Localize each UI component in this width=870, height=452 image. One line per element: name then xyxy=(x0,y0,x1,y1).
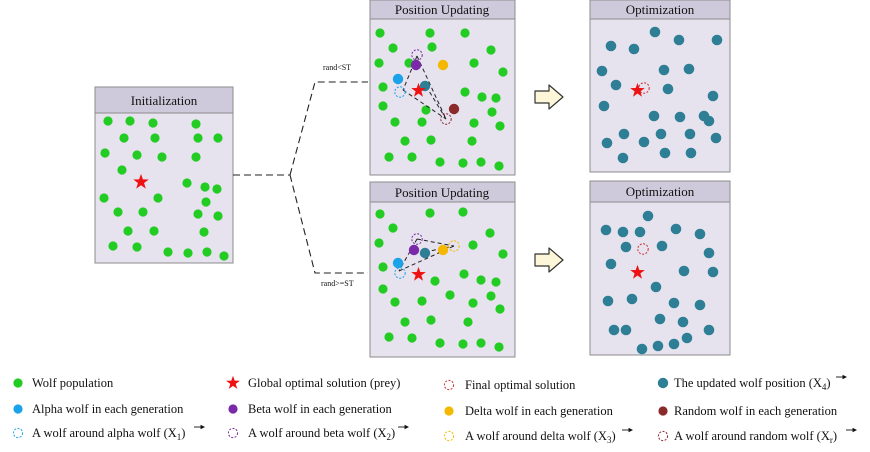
legend-around-random: A wolf around random wolf (Xr) xyxy=(674,429,837,445)
panel-optimization-top: Optimization xyxy=(589,0,731,173)
branch-label-bottom: rand>=ST xyxy=(321,279,354,288)
wolf-population-dots xyxy=(374,28,508,171)
alpha-wolf xyxy=(392,257,404,269)
panel-title: Optimization xyxy=(626,184,695,199)
legend-around-delta-icon xyxy=(443,430,455,442)
legend-final-optimal-icon xyxy=(443,379,455,391)
panel-title: Initialization xyxy=(131,93,198,108)
legend-around-beta: A wolf around beta wolf (X2) xyxy=(248,426,395,442)
legend: Wolf population Global optimal solution … xyxy=(12,374,858,445)
legend-wolf-population: Wolf population xyxy=(32,376,114,390)
legend-alpha-icon xyxy=(13,404,23,414)
around-beta-wolf xyxy=(411,49,423,61)
legend-prey-star-icon xyxy=(226,375,240,389)
random-wolf xyxy=(448,103,460,115)
wolf-population-dots xyxy=(99,116,229,261)
updated-wolf-dots xyxy=(596,26,723,164)
around-alpha-wolf xyxy=(394,267,406,279)
legend-around-alpha: A wolf around alpha wolf (X1) xyxy=(32,426,185,442)
search-lines xyxy=(402,55,447,120)
legend-around-alpha-icon xyxy=(12,427,24,439)
legend-final-optimal: Final optimal solution xyxy=(465,378,576,392)
hollow-right-arrow-icon xyxy=(534,84,564,110)
panel-initialization: Initialization xyxy=(94,86,234,264)
legend-random-wolf: Random wolf in each generation xyxy=(674,404,838,418)
panel-position-updating-bottom: Position Updating xyxy=(369,181,516,358)
delta-wolf xyxy=(437,59,449,71)
around-random-wolf xyxy=(440,113,452,125)
legend-delta-wolf: Delta wolf in each generation xyxy=(465,404,614,418)
legend-random-icon xyxy=(658,406,668,416)
legend-wolf-population-icon xyxy=(13,378,23,388)
legend-global-optimal: Global optimal solution (prey) xyxy=(248,376,400,390)
legend-updated-position-icon xyxy=(657,377,669,389)
updated-wolf-dots xyxy=(600,210,719,355)
panel-title: Position Updating xyxy=(395,2,490,17)
around-delta-wolf xyxy=(448,240,460,252)
legend-beta-wolf: Beta wolf in each generation xyxy=(248,402,392,416)
legend-delta-icon xyxy=(444,406,454,416)
beta-wolf xyxy=(408,244,420,256)
legend-beta-icon xyxy=(228,404,238,414)
wolf-population-dots xyxy=(374,207,508,352)
legend-alpha-wolf: Alpha wolf in each generation xyxy=(32,402,184,416)
around-alpha-wolf xyxy=(394,86,406,98)
legend-updated-position: The updated wolf position (X4) xyxy=(674,376,831,392)
legend-around-random-icon xyxy=(657,430,669,442)
around-beta-wolf xyxy=(411,233,423,245)
legend-around-beta-icon xyxy=(227,427,239,439)
branch-label-top: rand<ST xyxy=(323,63,351,72)
beta-wolf xyxy=(410,59,422,71)
hollow-right-arrow-icon xyxy=(534,247,564,273)
legend-around-delta: A wolf around delta wolf (X3) xyxy=(465,429,616,445)
final-optimal-solution xyxy=(637,243,649,255)
panel-optimization-bottom: Optimization xyxy=(589,180,731,356)
alpha-wolf xyxy=(392,73,404,85)
panel-position-updating-top: Position Updating xyxy=(369,0,516,176)
delta-wolf xyxy=(437,244,449,256)
panel-title: Optimization xyxy=(626,2,695,17)
updated-wolf xyxy=(419,247,431,259)
panel-title: Position Updating xyxy=(395,185,490,200)
branch-connectors xyxy=(233,81,368,274)
vector-arrow-marks xyxy=(194,374,858,433)
